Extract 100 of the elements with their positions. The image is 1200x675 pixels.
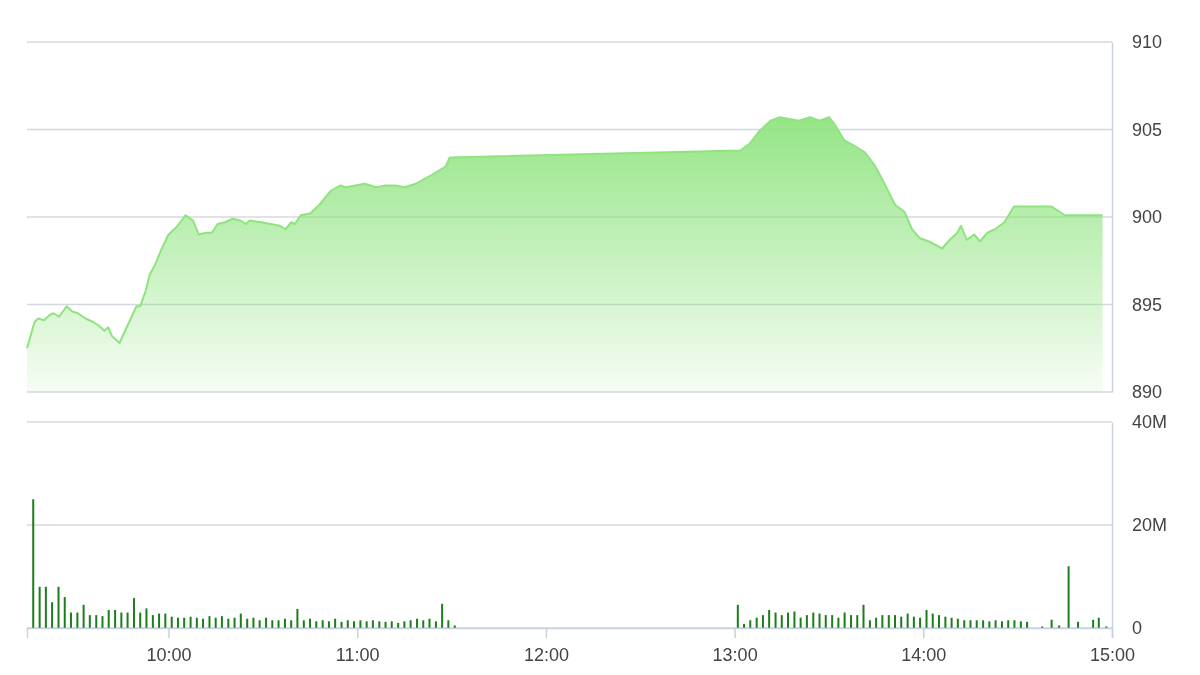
bar — [875, 617, 878, 628]
bar — [988, 621, 991, 628]
bar — [761, 615, 764, 628]
bar — [818, 613, 821, 628]
bar — [309, 618, 312, 628]
y-tick-label: 895 — [1132, 294, 1163, 315]
y-tick-label: 0 — [1132, 618, 1143, 639]
x-tick-label: 11:00 — [335, 644, 380, 665]
bar — [780, 615, 783, 628]
bar — [441, 603, 444, 628]
bar — [114, 609, 117, 628]
bar — [340, 621, 343, 628]
bar — [1058, 625, 1061, 628]
bar — [944, 616, 947, 628]
bar — [302, 620, 305, 628]
bar — [409, 620, 412, 628]
bar — [327, 621, 330, 628]
bar — [283, 618, 286, 628]
bar — [837, 617, 840, 628]
bar — [195, 617, 198, 628]
bar — [1097, 617, 1100, 628]
bar — [900, 616, 903, 628]
bar — [768, 609, 771, 628]
bar — [290, 620, 293, 628]
bar — [101, 616, 104, 628]
bar — [862, 604, 865, 628]
y-tick-label: 20M — [1132, 515, 1168, 536]
bar — [1067, 566, 1070, 628]
bar — [139, 612, 142, 628]
bar — [447, 620, 450, 628]
bar — [38, 586, 41, 628]
bar — [371, 620, 374, 628]
bar — [107, 609, 110, 628]
bar — [384, 621, 387, 628]
bar — [44, 586, 47, 628]
bar — [271, 620, 274, 628]
x-tick-label: 13:00 — [712, 644, 758, 665]
bar — [220, 616, 223, 628]
bar — [812, 612, 815, 628]
bar — [1026, 621, 1029, 628]
bar — [856, 615, 859, 628]
bar — [176, 617, 179, 628]
bar — [252, 617, 255, 628]
bar — [239, 613, 242, 628]
bar — [145, 608, 148, 628]
bar — [931, 613, 934, 628]
bar — [346, 620, 349, 628]
bar — [787, 612, 790, 628]
bar — [265, 617, 268, 628]
bar — [214, 617, 217, 628]
bar — [912, 616, 915, 628]
bar — [1050, 619, 1053, 628]
bar — [755, 617, 758, 628]
bar — [743, 623, 746, 628]
bar — [95, 615, 98, 628]
bar — [170, 616, 173, 628]
x-tick-label: 15:00 — [1089, 644, 1136, 665]
bar — [994, 620, 997, 628]
bar — [132, 598, 135, 628]
bar — [88, 615, 91, 628]
bar — [919, 617, 922, 628]
bar — [894, 615, 896, 628]
bar — [937, 615, 940, 628]
bar — [416, 618, 419, 628]
bar — [246, 618, 249, 628]
bar — [422, 620, 425, 628]
bar — [82, 604, 85, 628]
bar — [258, 620, 261, 628]
bar — [799, 617, 802, 628]
bar — [353, 621, 356, 628]
bar — [1092, 619, 1095, 628]
bar — [120, 612, 123, 628]
bar — [403, 621, 406, 628]
bar — [824, 615, 827, 628]
bar — [774, 612, 777, 628]
bar — [51, 602, 54, 628]
x-tick-label: 10:00 — [146, 644, 192, 665]
bar — [69, 612, 72, 628]
bar — [963, 620, 966, 628]
bar — [925, 609, 928, 628]
bar — [428, 618, 431, 628]
bar — [1077, 621, 1080, 628]
bar — [315, 621, 318, 628]
bar — [969, 620, 972, 628]
bar — [906, 613, 909, 628]
bar — [296, 608, 299, 628]
y-tick-label: 910 — [1132, 32, 1163, 53]
bar — [805, 615, 808, 628]
x-tick-label: 14:00 — [901, 644, 947, 665]
bar — [1007, 620, 1010, 628]
y-tick-label: 900 — [1132, 207, 1163, 228]
bar — [850, 615, 853, 628]
bar — [868, 620, 871, 628]
bar — [151, 615, 154, 628]
bar — [950, 617, 953, 628]
bar — [183, 617, 186, 628]
bar — [378, 621, 381, 628]
bar — [453, 625, 456, 628]
bar — [1013, 620, 1016, 628]
bar — [32, 499, 35, 628]
